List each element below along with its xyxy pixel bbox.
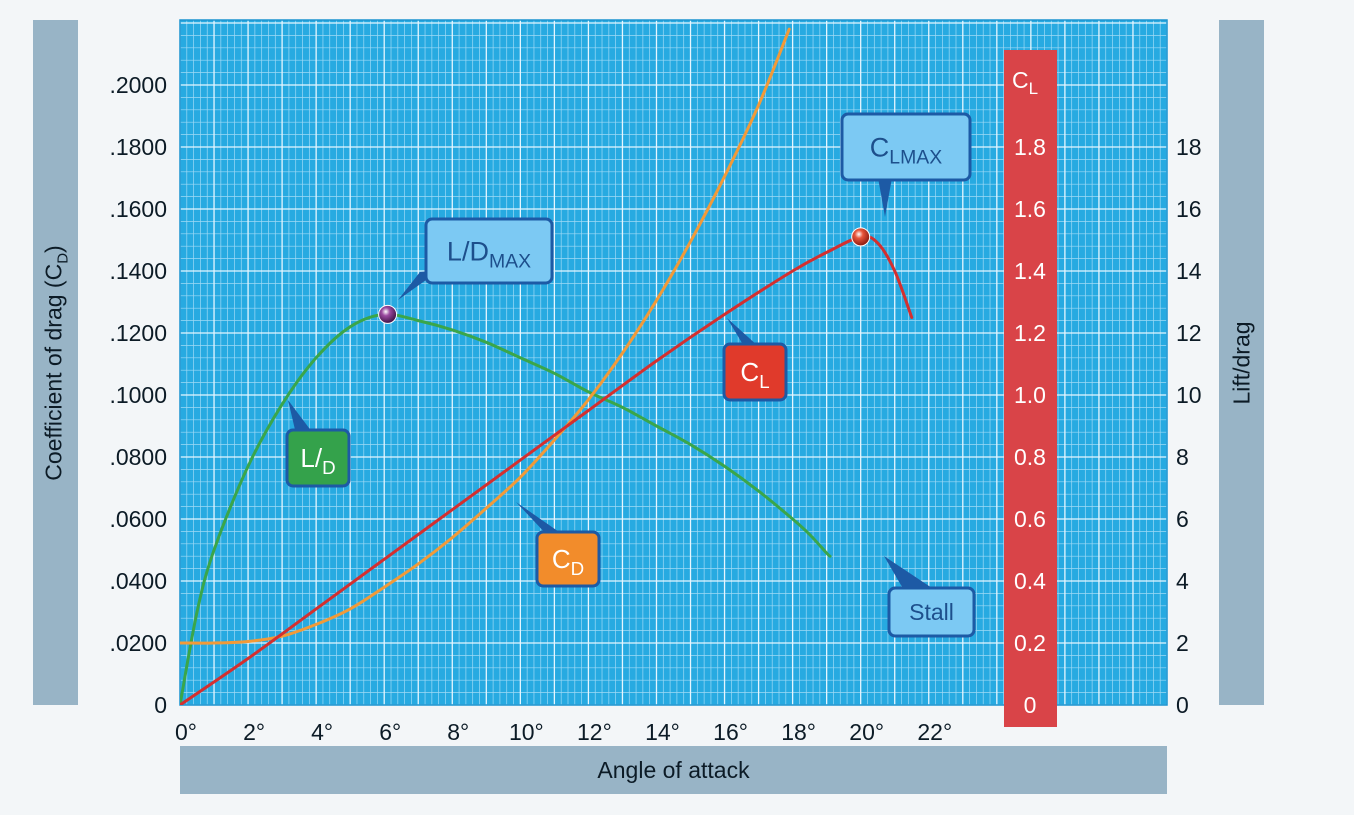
stall-callout-box	[887, 586, 976, 638]
ld-max-marker	[378, 304, 398, 324]
x-tick-label: 0°	[175, 719, 197, 745]
right-tick-label: 12	[1176, 320, 1202, 346]
left-tick-label: .1000	[109, 382, 167, 408]
cl-tick-label: 0.6	[1014, 506, 1046, 532]
cl-tick-label: 0.4	[1014, 568, 1046, 594]
left-tick-label: .2000	[109, 72, 167, 98]
cl-tick-label: 1.8	[1014, 134, 1046, 160]
cd-callout-box	[535, 530, 601, 588]
stall-callout: Stall	[884, 556, 976, 638]
cl-tick-label: 1.2	[1014, 320, 1046, 346]
left-tick-label: .0600	[109, 506, 167, 532]
x-tick-label: 4°	[311, 719, 333, 745]
x-tick-label: 2°	[243, 719, 265, 745]
x-tick-label: 10°	[509, 719, 544, 745]
callouts: L/DMAX CLMAX CL L/D CD Stall	[285, 112, 976, 638]
ld-max-callout: L/DMAX	[398, 217, 554, 300]
right-tick-label: 14	[1176, 258, 1202, 284]
left-axis-title-bar: Coefficient of drag (CD)	[33, 20, 78, 705]
left-tick-label: .0200	[109, 630, 167, 656]
right-tick-label: 4	[1176, 568, 1189, 594]
cl-callout-pointer	[727, 318, 758, 348]
cl-callout: CL	[722, 318, 788, 402]
cd-curve	[180, 27, 791, 645]
x-tick-label: 12°	[577, 719, 612, 745]
right-tick-label: 8	[1176, 444, 1189, 470]
cl-axis-band	[1004, 50, 1057, 727]
cl-max-callout-box	[840, 112, 972, 182]
cl-tick-label: 1.0	[1014, 382, 1046, 408]
ld-callout-pointer	[288, 400, 312, 434]
x-tick-label: 14°	[645, 719, 680, 745]
left-tick-label: .1200	[109, 320, 167, 346]
right-tick-label: 6	[1176, 506, 1189, 532]
left-tick-label: .1600	[109, 196, 167, 222]
right-tick-label: 16	[1176, 196, 1202, 222]
right-tick-label: 2	[1176, 630, 1189, 656]
left-tick-label: .1800	[109, 134, 167, 160]
cl-callout-box	[722, 342, 788, 402]
right-axis-title-bar: Lift/drag	[1219, 20, 1264, 705]
markers	[378, 227, 871, 324]
cl-tick-label: 1.6	[1014, 196, 1046, 222]
left-tick-label: .0800	[109, 444, 167, 470]
ld-max-callout-text: L/DMAX	[447, 236, 531, 272]
axis-ticks: 0° 2° 4° 6° 8° 10° 12° 14° 16° 18° 20° 22° 0 .0200 .04…	[109, 72, 1201, 745]
cl-tick-label: 0.2	[1014, 630, 1046, 656]
x-tick-label: 6°	[379, 719, 401, 745]
right-tick-label: 18	[1176, 134, 1202, 160]
cl-max-callout-text: CLMAX	[870, 132, 942, 168]
cl-max-callout-pointer	[877, 172, 893, 217]
cl-tick-label: 0.8	[1014, 444, 1046, 470]
ld-callout: L/D	[285, 400, 351, 488]
ld-callout-box	[285, 428, 351, 488]
cl-max-callout: CLMAX	[840, 112, 972, 217]
left-tick-label: .1400	[109, 258, 167, 284]
stall-callout-pointer	[884, 556, 935, 592]
plot-background	[180, 20, 1167, 705]
minor-grid	[180, 20, 1167, 705]
cd-callout: CD	[516, 502, 601, 588]
stall-callout-text: Stall	[909, 599, 954, 625]
cl-axis-title: CL	[1012, 67, 1038, 98]
cl-max-marker	[851, 227, 871, 247]
right-tick-label: 0	[1176, 692, 1189, 718]
x-tick-label: 8°	[447, 719, 469, 745]
ld-max-callout-box	[424, 217, 554, 285]
plot-frame	[179, 19, 1168, 706]
ld-callout-text: L/D	[300, 443, 335, 478]
cl-callout-text: CL	[740, 357, 769, 392]
cl-tick-label: 0	[1024, 692, 1037, 718]
x-tick-label: 20°	[849, 719, 884, 745]
left-tick-label: .0400	[109, 568, 167, 594]
right-tick-label: 10	[1176, 382, 1202, 408]
cl-tick-label: 1.4	[1014, 258, 1046, 284]
cd-callout-pointer	[516, 502, 562, 536]
x-tick-label: 16°	[713, 719, 748, 745]
left-tick-label: 0	[154, 692, 167, 718]
x-tick-label: 22°	[917, 719, 952, 745]
x-axis-title: Angle of attack	[180, 746, 1167, 794]
x-tick-label: 18°	[781, 719, 816, 745]
ld-curve	[180, 312, 832, 705]
cd-callout-text: CD	[552, 544, 584, 579]
